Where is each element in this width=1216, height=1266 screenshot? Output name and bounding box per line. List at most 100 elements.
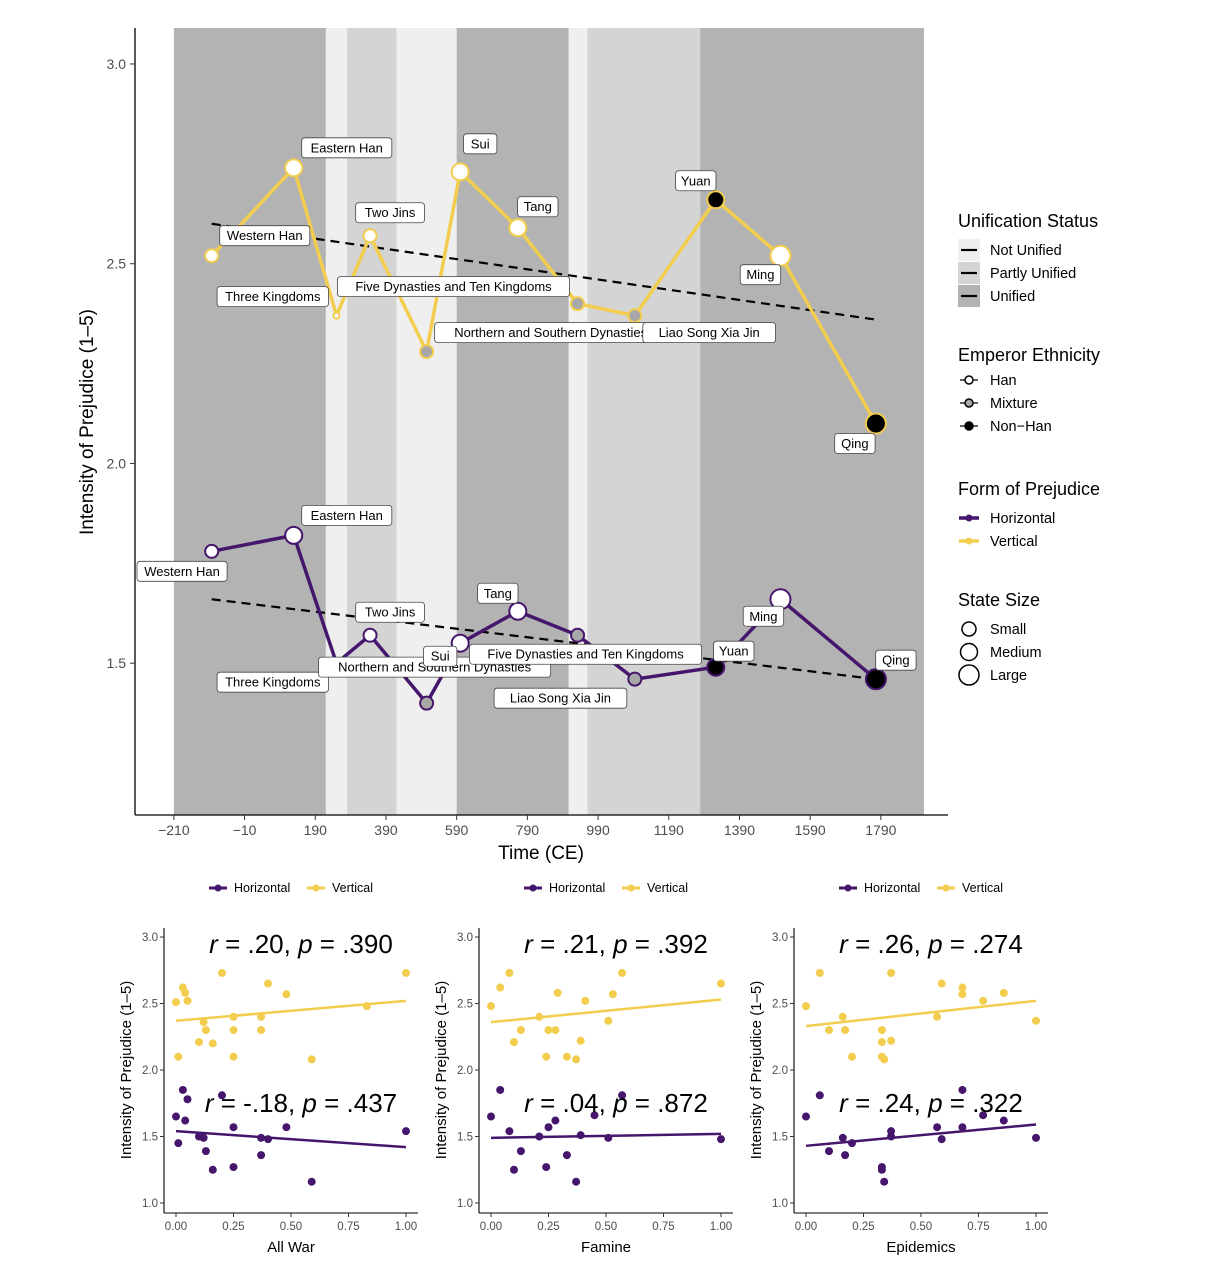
data-point: [419, 344, 435, 360]
point-label-box: [675, 170, 717, 192]
data-point-horizontal: [717, 1135, 725, 1144]
point-label-text: Sui: [471, 136, 490, 151]
data-point-vertical: [535, 1012, 544, 1021]
data-point-vertical: [887, 1036, 896, 1045]
p-equals: =: [628, 1088, 658, 1118]
point-label-box: [423, 645, 458, 667]
data-point-horizontal: [880, 1177, 889, 1186]
point-label: Yuan: [713, 640, 755, 662]
data-point-horizontal: [199, 1133, 208, 1142]
data-point-horizontal: [264, 1135, 272, 1144]
data-point-vertical: [553, 988, 562, 997]
point-label: Liao Song Xia Jin: [493, 687, 628, 709]
p-equals: =: [317, 1088, 347, 1118]
point-label: Tang: [477, 582, 519, 604]
band-not_unified: [325, 28, 348, 815]
point-label: Three Kingdoms: [216, 671, 329, 693]
data-point-vertical: [551, 1026, 560, 1035]
legend-key-ethnicity: [964, 421, 974, 431]
trend-line-vertical: [211, 222, 877, 321]
legend-key-size: [959, 642, 979, 662]
data-point-vertical: [880, 1055, 889, 1064]
small-scatter-charts: Horizontal Vertical 1.0 1.5 2.0 2.5 3.0 0.00 0.2…: [118, 881, 1048, 1256]
p-equals: =: [313, 929, 343, 959]
scatter-x-axis-title: Epidemics: [886, 1239, 955, 1256]
data-point-vertical: [958, 983, 967, 992]
point-label-text: Sui: [431, 649, 450, 664]
legend-key-vertical-dot: [942, 884, 950, 892]
point-label: Western Han: [219, 225, 311, 247]
point-label: Five Dynasties and Ten Kingdoms: [469, 643, 703, 665]
legend-item-not-unified: Not Unified: [990, 243, 1062, 259]
data-point-horizontal: [229, 1123, 238, 1132]
scatter-y-axis-title: Intensity of Prejudice (1–5): [748, 981, 765, 1159]
data-point-horizontal: [551, 1116, 560, 1125]
trend-line-vertical: [490, 998, 722, 1024]
point-label-box: [301, 504, 393, 526]
x-tick-label: 0.50: [595, 1221, 617, 1233]
r-symbol: r: [524, 929, 534, 959]
band-partly: [587, 28, 701, 815]
data-point-vertical: [362, 1002, 371, 1011]
legend-title-unification: Unification Status: [958, 211, 1098, 231]
y-tick-label: 2.0: [142, 1065, 158, 1077]
data-point-vertical: [229, 1026, 238, 1035]
y-tick-label: 1.5: [107, 655, 127, 671]
legend-key-size: [961, 621, 977, 637]
x-tick-label: 0.00: [165, 1221, 187, 1233]
data-point-horizontal: [208, 1165, 217, 1174]
data-point-vertical: [562, 1052, 571, 1061]
x-tick-label: 190: [304, 822, 328, 838]
data-point: [508, 218, 528, 238]
data-point-vertical: [933, 1012, 942, 1021]
data-point-vertical: [576, 1036, 585, 1045]
data-point-vertical: [257, 1012, 266, 1021]
legend-label-horizontal: Horizontal: [549, 881, 605, 895]
correlation-annotation-v: r = .20, p = .390: [209, 929, 393, 959]
x-tick-label: 990: [586, 822, 610, 838]
point-label-text: Yuan: [681, 173, 711, 188]
data-point-vertical: [838, 1012, 847, 1021]
scatter-y-axis-title: Intensity of Prejudice (1–5): [433, 981, 450, 1159]
y-tick-label: 2.0: [457, 1065, 473, 1077]
data-point-horizontal: [590, 1111, 599, 1120]
r-equals: =: [848, 929, 878, 959]
r-equals: =: [848, 1088, 878, 1118]
trend-line-vertical: [805, 999, 1037, 1028]
point-label-text: Three Kingdoms: [225, 675, 321, 690]
y-tick-label: 3.0: [107, 56, 127, 72]
data-point: [508, 601, 528, 621]
point-label-box: [713, 640, 755, 662]
point-label-text: Yuan: [719, 644, 749, 659]
r-value: .21: [562, 929, 598, 959]
legend-key-horizontal-dot: [214, 884, 222, 892]
point-label-box: [469, 643, 703, 665]
x-tick-label: 0.25: [852, 1221, 874, 1233]
x-tick-label: 1790: [865, 822, 896, 838]
p-equals: =: [943, 1088, 973, 1118]
x-tick-label: 1.00: [710, 1221, 732, 1233]
separator: ,: [599, 929, 613, 959]
y-tick-label: 2.0: [772, 1065, 788, 1077]
band-not_unified: [568, 28, 588, 815]
data-point-horizontal: [496, 1085, 505, 1094]
data-point-vertical: [877, 1026, 886, 1035]
legend-key-ethnicity: [964, 398, 974, 408]
point-label-text: Two Jins: [365, 205, 416, 220]
point-label-text: Liao Song Xia Jin: [510, 691, 611, 706]
y-tick-label: 2.5: [107, 256, 127, 272]
legend-key-size: [958, 664, 980, 686]
main-line-chart: −210 −10 190 390 590 790 990 1190 1390 1590 1790 1.…: [107, 28, 948, 838]
point-label-box: [355, 601, 425, 623]
legend-item-partly-unified: Partly Unified: [990, 266, 1076, 282]
y-tick-label: 2.5: [772, 999, 788, 1011]
legend-key-form-dot: [965, 514, 973, 522]
data-point-vertical: [218, 968, 226, 977]
point-label: Ming: [739, 264, 782, 286]
data-point-vertical: [505, 968, 514, 977]
r-symbol: r: [209, 929, 219, 959]
band-not_unified: [396, 28, 457, 815]
data-point-vertical: [581, 996, 590, 1005]
legend-key-vertical-dot: [627, 884, 635, 892]
